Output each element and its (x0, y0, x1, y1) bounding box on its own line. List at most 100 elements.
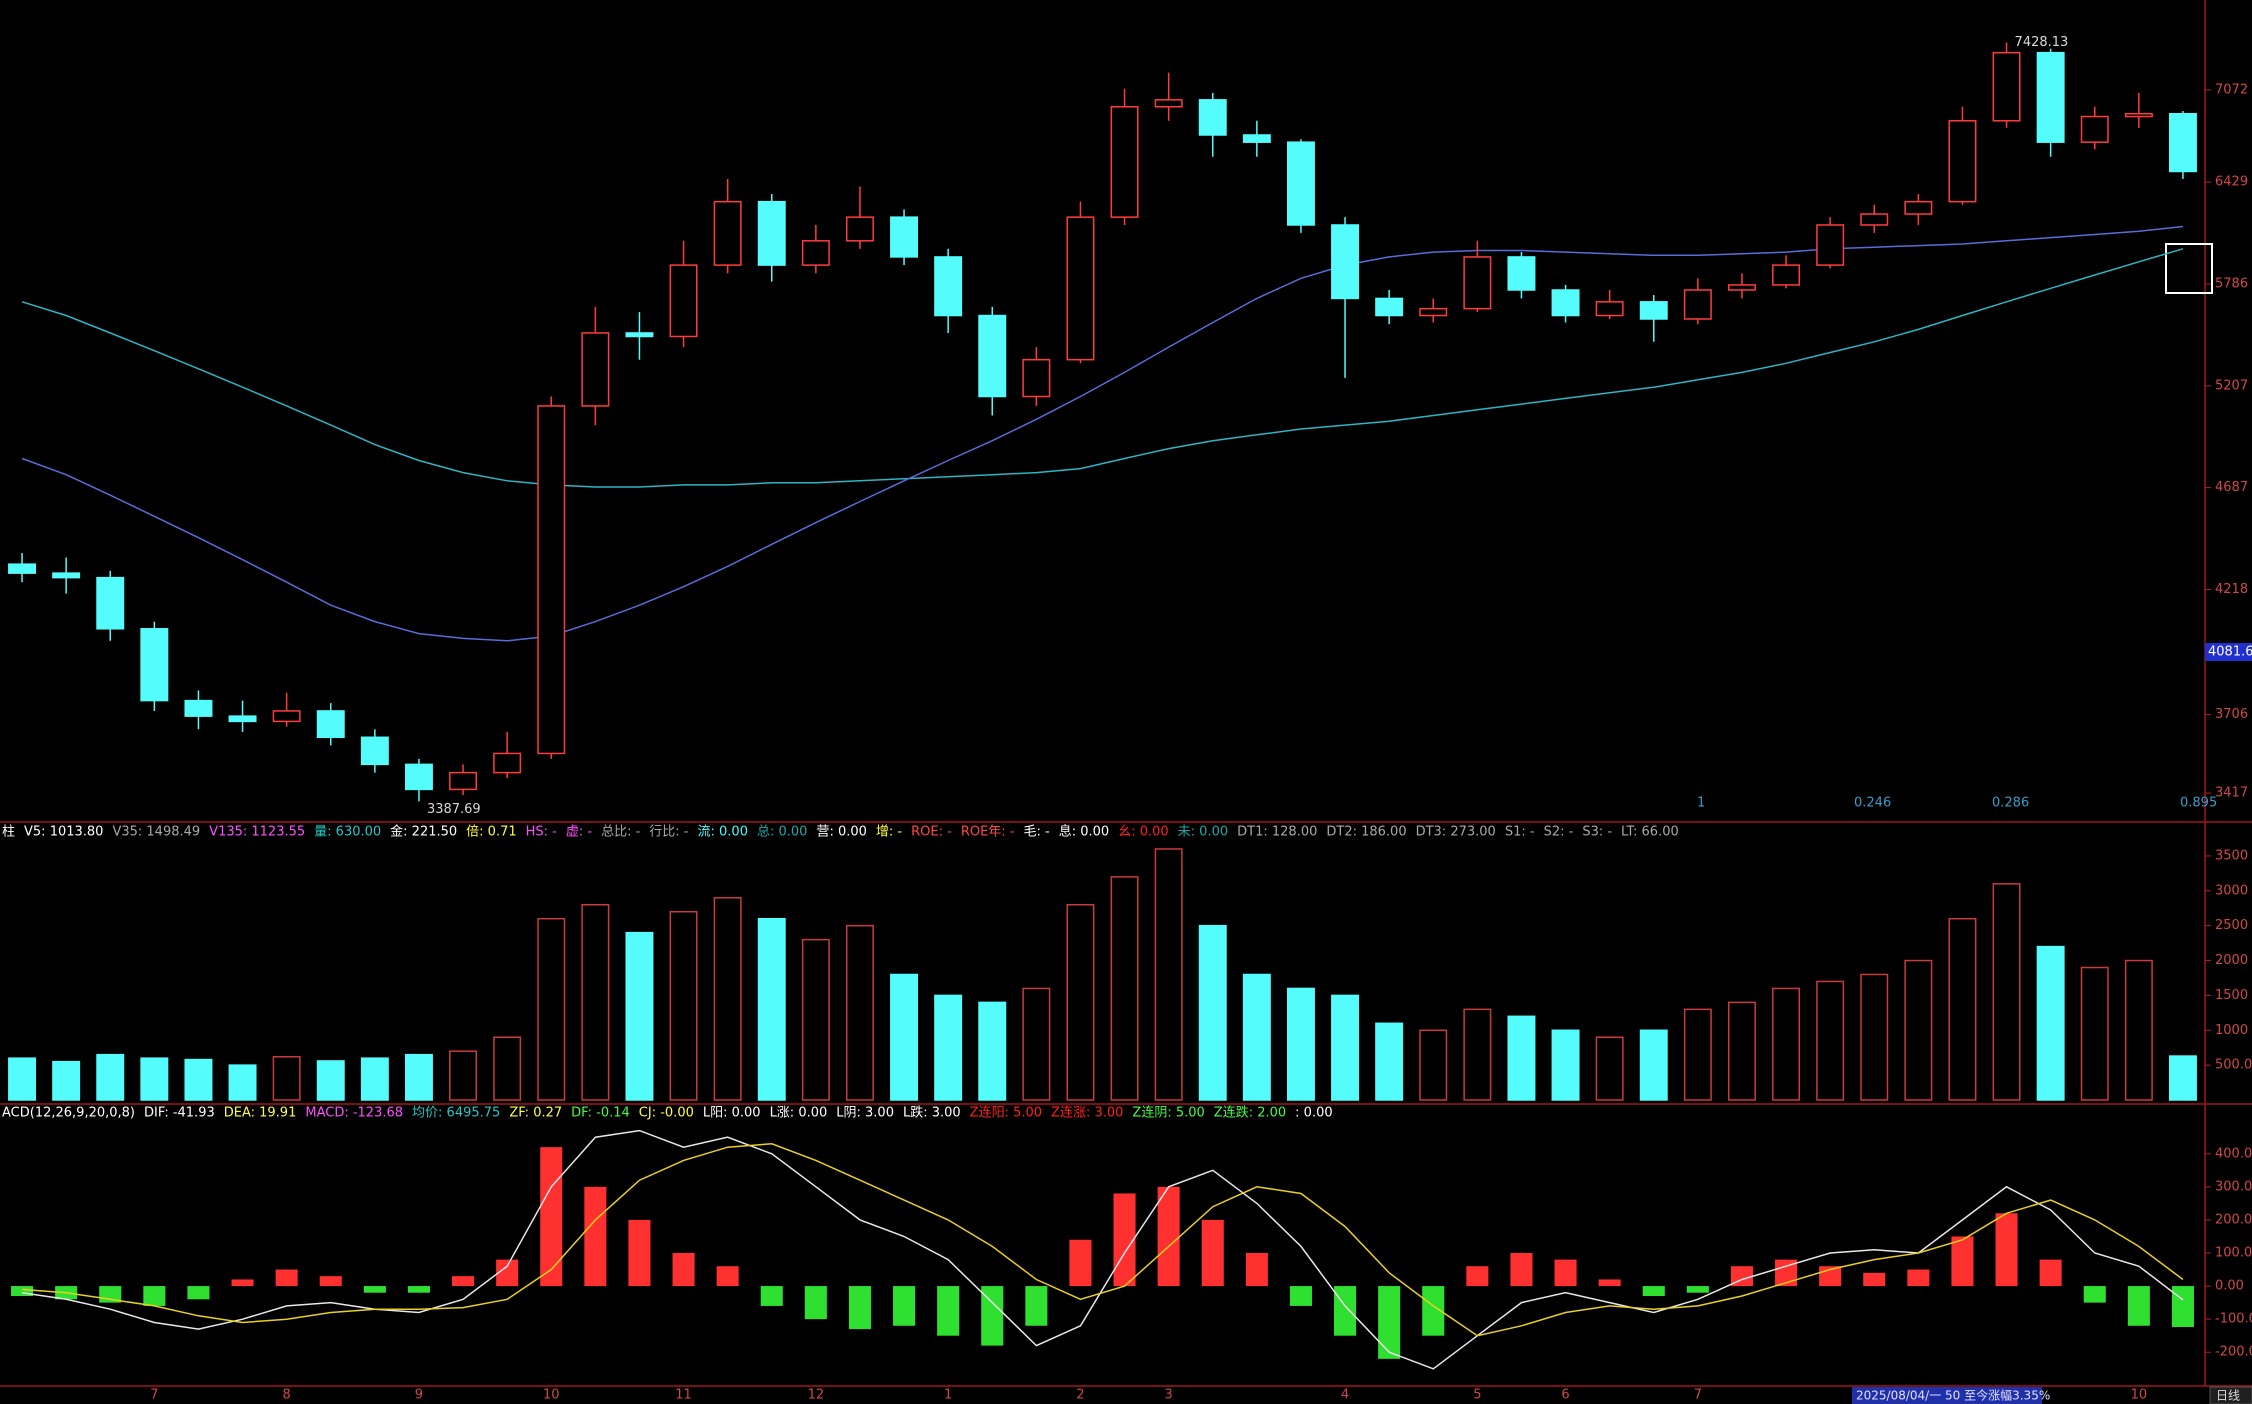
y-tick-label: 400.00 (2215, 1146, 2252, 1161)
x-tick-label: 2 (1076, 1388, 1084, 1403)
legend-item: V35: 1498.49 (112, 825, 200, 840)
status-range[interactable]: 2025/08/04/一 50 至今涨幅3.35% (1856, 1388, 2050, 1403)
candle-body (96, 576, 125, 630)
x-tick-label: 8 (283, 1388, 291, 1403)
macd-bar (231, 1279, 254, 1287)
macd-bar (407, 1286, 430, 1293)
volume-bar (934, 994, 963, 1101)
volume-bar (1992, 883, 2021, 1101)
x-tick-label: 11 (675, 1388, 692, 1403)
macd-bar (937, 1286, 960, 1336)
candle-body (2080, 115, 2109, 143)
macd-bar (628, 1219, 651, 1287)
candle-body (801, 240, 830, 266)
candle-body (1816, 224, 1845, 266)
y-tick-label: 6429 (2215, 175, 2248, 190)
volume-bar (1860, 973, 1889, 1101)
period-label[interactable]: 日线 (2216, 1389, 2240, 1403)
macd-bar (1422, 1286, 1445, 1336)
volume-bar (1948, 917, 1977, 1101)
period-box[interactable] (2209, 1386, 2252, 1404)
candle-body (1419, 307, 1448, 317)
macd-bar (1157, 1186, 1180, 1287)
y-tick-label: 3000 (2215, 883, 2248, 898)
volume-bar (757, 917, 786, 1101)
y-tick-label: 0.00 (2215, 1279, 2244, 1294)
legend-item: Z连阴: 5.00 (1132, 1105, 1204, 1121)
x-tick-label: 9 (415, 1388, 423, 1403)
legend-item: 营: 0.00 (816, 825, 866, 840)
volume-bar (404, 1053, 433, 1101)
macd-bar (1863, 1272, 1886, 1287)
y-tick-label: 200.00 (2215, 1212, 2252, 1227)
candle-body (1066, 216, 1095, 361)
footer-mark: 0.895 (2180, 796, 2217, 811)
macd-bar (1730, 1266, 1753, 1287)
y-tick-label: 2500 (2215, 918, 2248, 933)
candle-body (1772, 264, 1801, 286)
volume-bar (1463, 1008, 1492, 1101)
macd-bar (1686, 1286, 1709, 1293)
x-tick-label: 6 (1561, 1388, 1569, 1403)
macd-bar (1554, 1259, 1577, 1287)
volume-bar (2168, 1055, 2197, 1101)
candle-body (1110, 106, 1139, 218)
candle-body (1860, 213, 1889, 226)
volume-bar (1772, 987, 1801, 1101)
legend-item: ROE年: - (961, 825, 1015, 840)
macd-bar (1775, 1259, 1798, 1287)
candle-body (537, 405, 566, 755)
volume-bar (8, 1057, 37, 1101)
volume-bar (1419, 1029, 1448, 1101)
candle-body (404, 763, 433, 791)
y-tick-label: 3500 (2215, 848, 2248, 863)
candle-body (845, 216, 874, 242)
candle-body (1904, 200, 1933, 215)
y-tick-label: 100.00 (2215, 1246, 2252, 1261)
indicator-line (22, 1143, 2184, 1337)
candle-body (449, 771, 478, 791)
legend-item: 增: - (876, 825, 903, 840)
legend-item: 虚: - (566, 825, 593, 840)
volume-bar (1727, 1001, 1756, 1101)
candle-body (1286, 141, 1315, 226)
candle-body (272, 710, 301, 723)
volume-bar (1110, 876, 1139, 1101)
candle-body (581, 332, 610, 407)
macd-bar (1025, 1286, 1048, 1326)
y-tick-label: 2000 (2215, 953, 2248, 968)
volume-bar (2124, 959, 2153, 1101)
legend-item: Z连阳: 5.00 (970, 1105, 1042, 1121)
x-tick-label: 3 (1165, 1388, 1173, 1403)
y-tick-label: 500.00 (2215, 1058, 2252, 1073)
macd-bar (1201, 1219, 1224, 1287)
x-tick-label: 12 (808, 1388, 825, 1403)
legend-item: V135: 1123.55 (209, 825, 305, 840)
y-tick-label: 5207 (2215, 378, 2248, 393)
macd-bar (1642, 1286, 1665, 1296)
legend-item: DIF: -41.93 (144, 1106, 215, 1121)
candle-body (52, 572, 81, 579)
legend-item: 柱 (2, 825, 15, 840)
volume-bar (1595, 1036, 1624, 1101)
cursor-label-box (2205, 643, 2252, 661)
candle-body (316, 710, 345, 739)
volume-bar (1683, 1008, 1712, 1101)
candle-body (1683, 289, 1712, 320)
volume-bar (184, 1058, 213, 1101)
volume-bar (669, 910, 698, 1101)
macd-bar (2039, 1259, 2062, 1287)
volume-bar (360, 1057, 389, 1101)
legend-item: S2: - (1544, 825, 1574, 840)
x-tick-label: 7 (150, 1388, 158, 1403)
legend-item: 均价: 6495.75 (412, 1106, 500, 1121)
volume-bar (537, 917, 566, 1101)
x-tick-label: 5 (1473, 1388, 1481, 1403)
legend-item: L阴: 3.00 (836, 1106, 894, 1121)
legend-item: 息: 0.00 (1059, 824, 1109, 840)
footer-mark: 0.286 (1992, 796, 2029, 811)
low-annotation: 3387.69 (427, 802, 481, 817)
macd-bar (804, 1286, 827, 1320)
legend-item: ZF: 0.27 (509, 1106, 562, 1121)
legend-item: 量: 630.00 (314, 825, 381, 840)
